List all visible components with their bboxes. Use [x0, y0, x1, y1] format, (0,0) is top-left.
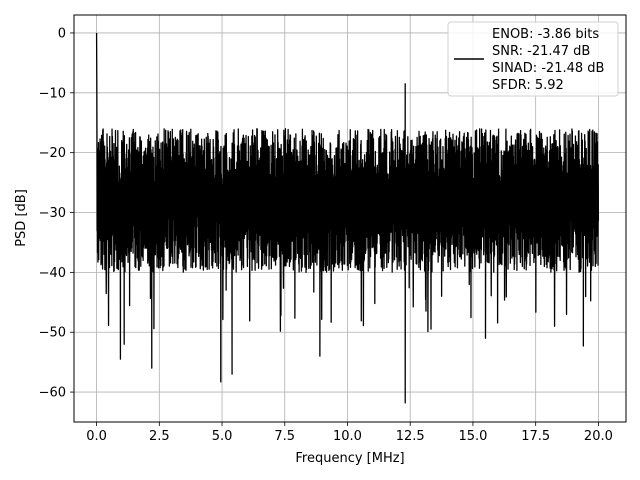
- axes-frame: [73, 14, 627, 423]
- legend-box: [447, 21, 619, 97]
- x-axis-label: Frequency [MHz]: [295, 451, 404, 466]
- y-axis-ticks: 0 −10 −20 −30 −40 −50 −60: [39, 26, 74, 401]
- legend-sfdr: SFDR: 5.92: [492, 78, 564, 93]
- legend-enob: ENOB: -3.86 bits: [492, 27, 599, 42]
- x-tick-label: 5.0: [212, 429, 233, 444]
- x-tick-label: 10.0: [333, 429, 362, 444]
- legend: ENOB: -3.86 bits SNR: -21.47 dB SINAD: -…: [447, 21, 619, 97]
- x-tick-label: 17.5: [521, 429, 550, 444]
- x-tick-label: 2.5: [149, 429, 170, 444]
- x-tick-label: 12.5: [396, 429, 425, 444]
- y-tick-label: −30: [39, 206, 66, 221]
- psd-series-line: [95, 32, 600, 404]
- y-tick-label: −50: [39, 326, 66, 341]
- y-tick-label: −60: [39, 386, 66, 401]
- x-tick-label: 20.0: [584, 429, 613, 444]
- x-tick-label: 15.0: [458, 429, 487, 444]
- x-axis-ticks: 0.0 2.5 5.0 7.5 10.0 12.5 15.0 17.5 20.0: [86, 422, 613, 444]
- x-tick-label: 7.5: [274, 429, 295, 444]
- y-axis-label: PSD [dB]: [14, 189, 29, 247]
- y-tick-label: −20: [39, 146, 66, 161]
- legend-snr: SNR: -21.47 dB: [492, 44, 590, 59]
- legend-sinad: SINAD: -21.48 dB: [492, 61, 604, 76]
- x-tick-label: 0.0: [86, 429, 107, 444]
- plot-area: [95, 32, 600, 404]
- y-tick-label: −10: [39, 86, 66, 101]
- y-tick-label: −40: [39, 266, 66, 281]
- y-tick-label: 0: [58, 26, 66, 41]
